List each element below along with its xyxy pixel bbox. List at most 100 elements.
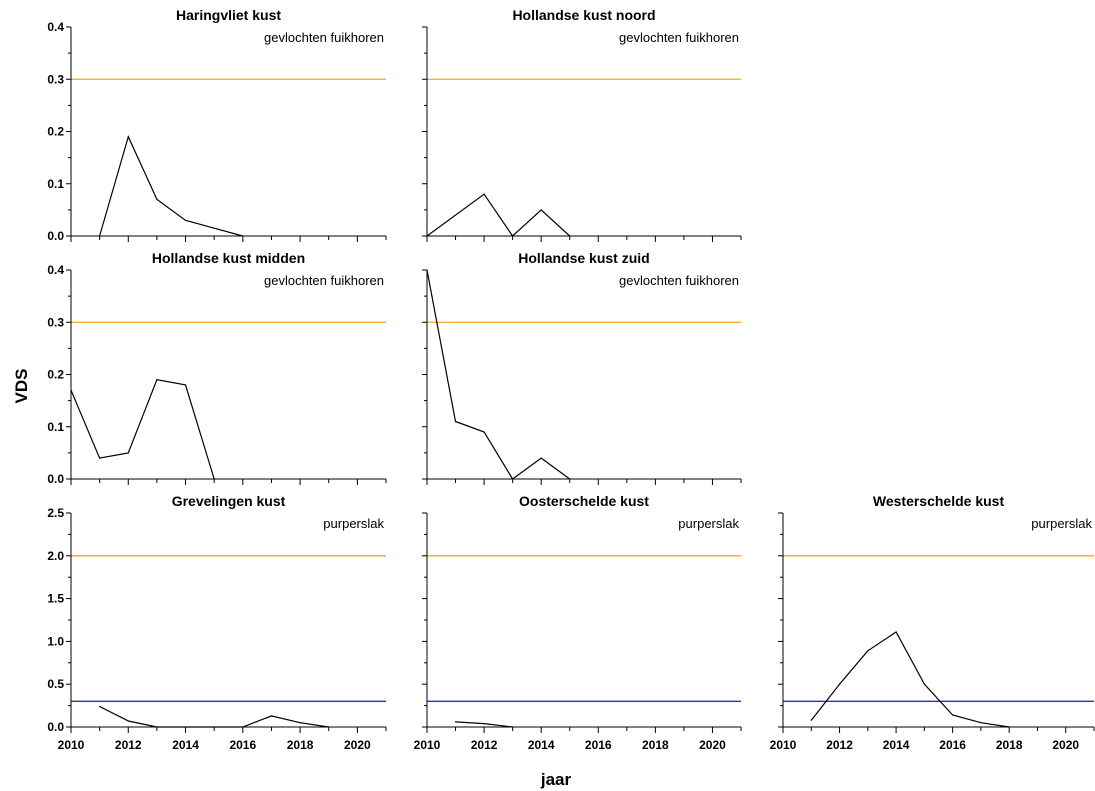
y-tick-label: 0.4: [47, 20, 64, 34]
data-point: [1008, 726, 1010, 728]
data-point: [483, 722, 485, 725]
x-tick-label: 2016: [585, 738, 612, 752]
series-line: [99, 134, 243, 237]
data-point: [156, 379, 158, 381]
data-point: [952, 714, 954, 716]
series-line: [810, 631, 1010, 728]
data-point: [810, 719, 812, 721]
x-tick-label: 2014: [528, 738, 555, 752]
data-point: [838, 683, 841, 685]
panel-title: Westerschelde kust: [873, 493, 1005, 509]
series-line: [426, 269, 571, 480]
data-point: [184, 219, 187, 221]
data-point: [454, 420, 457, 423]
data-point: [569, 235, 571, 237]
data-point: [454, 721, 457, 723]
species-label: gevlochten fuikhoren: [619, 273, 739, 288]
data-point: [127, 720, 129, 722]
y-tick-label: 2.5: [47, 506, 64, 520]
data-point: [213, 227, 215, 229]
data-point: [923, 683, 925, 685]
x-tick-label: 2018: [996, 738, 1023, 752]
data-point: [426, 235, 428, 237]
data-point: [127, 452, 129, 454]
y-axis-title: VDS: [12, 369, 31, 404]
panel-7: 2010 2012 2014 2016 2018 2020 Westerschelde ku…: [770, 493, 1095, 752]
y-tick-label: 0.1: [47, 177, 64, 191]
panel-title: Grevelingen kust: [172, 493, 286, 509]
data-point: [242, 726, 244, 728]
data-point: [483, 193, 485, 195]
y-tick-label: 0.2: [47, 368, 64, 382]
y-tick-label: 0.0: [47, 229, 64, 243]
y-tick-label: 0.4: [47, 263, 64, 277]
y-tick-label: 0.3: [47, 315, 64, 329]
data-point: [895, 631, 897, 633]
data-point: [156, 726, 158, 728]
x-tick-label: 2014: [883, 738, 910, 752]
x-tick-label: 2020: [1052, 738, 1079, 752]
species-label: gevlochten fuikhoren: [264, 30, 384, 45]
data-point: [184, 384, 187, 386]
data-point: [483, 431, 485, 433]
panel-5: 0.0 0.5 1.0 1.5 2.0 2.5 2010 2012 2014 2016 2018 20…: [47, 493, 387, 752]
data-point: [242, 235, 244, 237]
species-label: purperslak: [323, 516, 384, 531]
data-point: [99, 705, 101, 708]
x-tick-label: 2016: [939, 738, 966, 752]
species-label: purperslak: [1031, 516, 1092, 531]
y-tick-label: 0.5: [47, 677, 64, 691]
y-tick-label: 0.0: [47, 472, 64, 486]
y-tick-label: 0.0: [47, 720, 64, 734]
panel-title: Hollandse kust midden: [152, 250, 305, 266]
panel-6: 2010 2012 2014 2016 2018 2020 Oosterschelde ku…: [414, 493, 742, 752]
y-tick-label: 1.5: [47, 592, 64, 606]
data-point: [980, 722, 982, 724]
data-point: [299, 722, 301, 724]
data-point: [156, 198, 158, 201]
series-line: [455, 721, 513, 728]
series-line: [426, 193, 571, 237]
x-tick-label: 2014: [172, 738, 199, 752]
x-tick-label: 2018: [287, 738, 314, 752]
x-tick-label: 2010: [414, 738, 441, 752]
x-axis-title: jaar: [540, 770, 572, 789]
data-point: [99, 457, 101, 459]
x-tick-label: 2010: [770, 738, 797, 752]
data-point: [512, 478, 514, 480]
data-point: [540, 209, 542, 211]
panel-title: Hollandse kust zuid: [518, 250, 649, 266]
data-point: [512, 235, 514, 237]
panel-1: 0.0 0.1 0.2 0.3 0.4 Haringvliet kust gevlochte…: [47, 7, 387, 243]
x-tick-label: 2010: [58, 738, 85, 752]
panel-title: Oosterschelde kust: [519, 493, 649, 509]
species-label: purperslak: [678, 516, 739, 531]
panel-4: Hollandse kust zuid gevlochten fuikhoren: [422, 250, 742, 485]
series-line: [70, 379, 215, 480]
x-tick-label: 2016: [229, 738, 256, 752]
panel-title: Haringvliet kust: [176, 7, 281, 23]
y-tick-label: 0.3: [47, 72, 64, 86]
x-tick-label: 2012: [115, 738, 142, 752]
data-point: [270, 715, 273, 717]
y-tick-label: 2.0: [47, 549, 64, 563]
panel-3: 0.0 0.1 0.2 0.3 0.4 Hollandse kust midden gevl…: [47, 250, 387, 486]
x-tick-label: 2020: [699, 738, 726, 752]
data-point: [426, 269, 428, 271]
data-point: [540, 457, 542, 459]
panel-2: Hollandse kust noord gevlochten fuikhoren: [422, 7, 742, 242]
data-point: [70, 389, 72, 391]
data-point: [127, 136, 129, 138]
y-tick-label: 1.0: [47, 634, 64, 648]
data-point: [328, 726, 330, 728]
data-point: [99, 235, 101, 237]
x-tick-label: 2012: [826, 738, 853, 752]
x-tick-label: 2018: [642, 738, 669, 752]
data-point: [569, 478, 571, 480]
data-point: [512, 726, 514, 728]
series-line: [99, 705, 329, 728]
data-point: [213, 478, 215, 480]
species-label: gevlochten fuikhoren: [264, 273, 384, 288]
x-tick-label: 2020: [344, 738, 371, 752]
